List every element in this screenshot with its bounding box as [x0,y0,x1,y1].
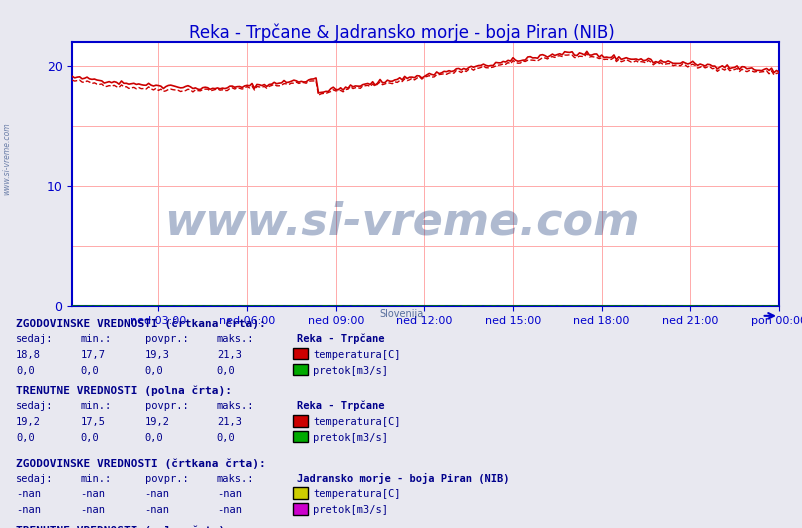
Text: Reka - Trpčane: Reka - Trpčane [297,334,384,344]
Text: sedaj:: sedaj: [16,334,54,344]
Text: -nan: -nan [217,505,241,515]
Text: temperatura[C]: temperatura[C] [313,417,400,427]
Text: povpr.:: povpr.: [144,474,188,484]
Text: maks.:: maks.: [217,401,254,411]
Text: maks.:: maks.: [217,334,254,344]
Text: Jadransko morje - boja Piran (NIB): Jadransko morje - boja Piran (NIB) [297,473,509,484]
Text: 17,7: 17,7 [80,350,105,360]
Text: temperatura[C]: temperatura[C] [313,350,400,360]
Text: 18,8: 18,8 [16,350,41,360]
Text: min.:: min.: [80,474,111,484]
Text: 0,0: 0,0 [217,365,235,375]
Text: povpr.:: povpr.: [144,401,188,411]
Text: 21,3: 21,3 [217,417,241,427]
Text: maks.:: maks.: [217,474,254,484]
Text: 0,0: 0,0 [80,432,99,442]
Text: Reka - Trpčane & Jadransko morje - boja Piran (NIB): Reka - Trpčane & Jadransko morje - boja … [188,24,614,42]
Text: -nan: -nan [16,489,41,499]
Text: min.:: min.: [80,401,111,411]
Text: pretok[m3/s]: pretok[m3/s] [313,432,387,442]
Text: 0,0: 0,0 [16,432,34,442]
Text: pretok[m3/s]: pretok[m3/s] [313,365,387,375]
Text: TRENUTNE VREDNOSTI (polna črta):: TRENUTNE VREDNOSTI (polna črta): [16,525,232,528]
Text: www.si-vreme.com: www.si-vreme.com [2,122,11,195]
Text: -nan: -nan [80,505,105,515]
Text: -nan: -nan [144,489,169,499]
Text: 17,5: 17,5 [80,417,105,427]
Text: 19,2: 19,2 [144,417,169,427]
Text: -nan: -nan [16,505,41,515]
Text: 21,3: 21,3 [217,350,241,360]
Text: -nan: -nan [80,489,105,499]
Text: 0,0: 0,0 [144,432,163,442]
Text: povpr.:: povpr.: [144,334,188,344]
Text: 19,2: 19,2 [16,417,41,427]
Text: -nan: -nan [217,489,241,499]
Text: Reka - Trpčane: Reka - Trpčane [297,401,384,411]
Text: min.:: min.: [80,334,111,344]
Text: ZGODOVINSKE VREDNOSTI (črtkana črta):: ZGODOVINSKE VREDNOSTI (črtkana črta): [16,458,265,469]
Text: 0,0: 0,0 [144,365,163,375]
Text: sedaj:: sedaj: [16,474,54,484]
Text: ZGODOVINSKE VREDNOSTI (črtkana črta):: ZGODOVINSKE VREDNOSTI (črtkana črta): [16,319,265,329]
Text: 19,3: 19,3 [144,350,169,360]
Text: Slovenija: Slovenija [379,309,423,319]
Text: 0,0: 0,0 [80,365,99,375]
Text: TRENUTNE VREDNOSTI (polna črta):: TRENUTNE VREDNOSTI (polna črta): [16,386,232,397]
Text: temperatura[C]: temperatura[C] [313,489,400,499]
Text: 0,0: 0,0 [217,432,235,442]
Text: -nan: -nan [144,505,169,515]
Text: www.si-vreme.com: www.si-vreme.com [164,200,638,243]
Text: 0,0: 0,0 [16,365,34,375]
Text: sedaj:: sedaj: [16,401,54,411]
Text: pretok[m3/s]: pretok[m3/s] [313,505,387,515]
